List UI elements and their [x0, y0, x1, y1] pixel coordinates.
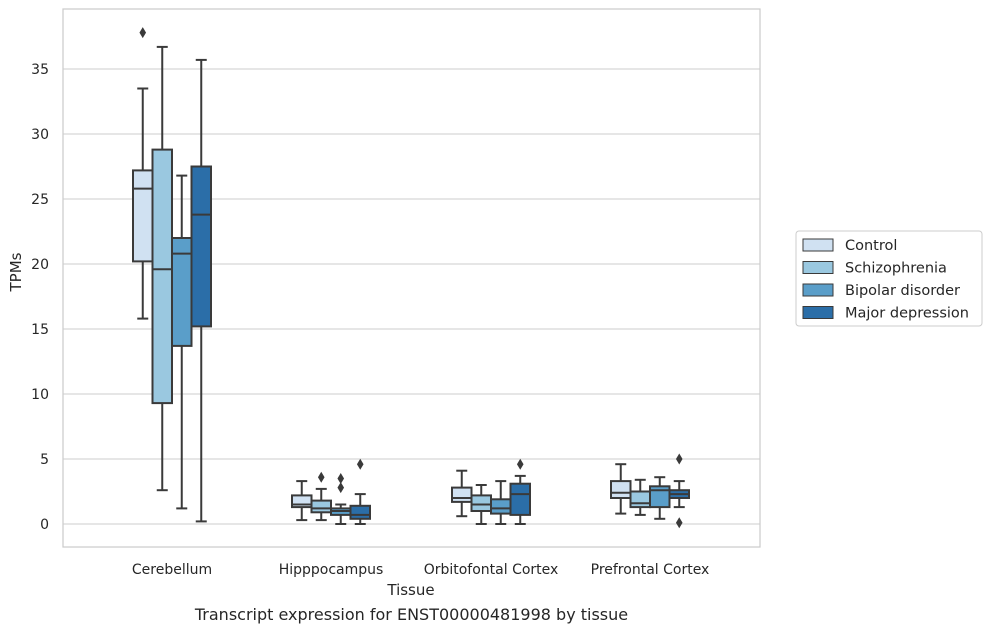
box-2-2: [490, 480, 512, 525]
legend-label: Bipolar disorder: [845, 283, 960, 299]
box-1-1: [310, 471, 332, 522]
y-tick-label: 5: [40, 452, 49, 468]
box-iqr: [190, 165, 212, 328]
plot-frame: [62, 8, 761, 548]
legend-swatch: [802, 283, 834, 297]
y-tick-label: 10: [31, 387, 49, 403]
box-0-0: [132, 27, 154, 320]
box-3-3: [668, 453, 690, 529]
y-tick-label: 15: [31, 322, 49, 338]
box-0-3: [190, 58, 212, 523]
outlier-point: [675, 453, 683, 465]
box-1-3: [349, 458, 371, 525]
box-2-0: [451, 469, 473, 518]
outlier-point: [337, 473, 345, 484]
y-tick-label: 25: [31, 192, 49, 208]
box-1-0: [291, 480, 313, 522]
y-tick-label: 30: [31, 127, 49, 143]
outlier-point: [139, 27, 147, 39]
x-tick-label: Orbitofontal Cortex: [424, 562, 559, 578]
box-iqr: [470, 494, 492, 512]
box-0-1: [151, 45, 173, 492]
outlier-point: [317, 471, 325, 483]
legend-swatch: [802, 238, 834, 252]
box-iqr: [132, 169, 154, 263]
legend-frame: [795, 230, 983, 327]
box-iqr: [451, 486, 473, 503]
x-axis-ticks: Cerebellum Hipppocampus Orbitofontal Corte…: [132, 562, 709, 578]
y-axis-ticks: 0 5 10 15 20 25 30 35: [31, 62, 49, 533]
legend-swatch: [802, 306, 834, 319]
box-3-1: [629, 478, 651, 516]
box-iqr: [310, 499, 332, 514]
outlier-point: [516, 458, 524, 470]
x-tick-label: Hipppocampus: [279, 562, 384, 578]
outlier-point: [337, 482, 345, 494]
y-tick-label: 20: [31, 257, 49, 273]
figure-caption: Transcript expression for ENST0000048199…: [194, 605, 629, 624]
outlier-point: [675, 517, 683, 529]
box-iqr: [629, 490, 651, 509]
box-3-0: [610, 463, 632, 515]
outlier-point: [356, 458, 364, 470]
x-tick-label: Prefrontal Cortex: [591, 562, 710, 578]
y-tick-label: 0: [40, 517, 49, 533]
x-axis-label: Tissue: [386, 581, 434, 599]
box-2-1: [470, 484, 492, 525]
box-iqr: [490, 498, 512, 515]
box-iqr: [610, 480, 632, 500]
y-axis-label: TPMs: [7, 252, 25, 292]
box-series: [132, 27, 690, 529]
x-tick-label: Cerebellum: [132, 562, 212, 578]
legend-label: Control: [845, 238, 897, 254]
box-1-2: [330, 473, 352, 525]
legend-label: Schizophrenia: [845, 261, 947, 277]
legend-swatch: [802, 261, 834, 274]
box-2-3: [509, 458, 531, 525]
box-3-2: [649, 476, 671, 520]
box-iqr: [349, 504, 371, 520]
box-iqr: [151, 148, 173, 405]
box-iqr: [509, 482, 531, 516]
box-0-2: [171, 174, 193, 510]
y-tick-label: 35: [31, 62, 49, 78]
legend: Control Schizophrenia Bipolar disorder Majo…: [795, 230, 983, 327]
legend-label: Major depression: [845, 306, 969, 322]
